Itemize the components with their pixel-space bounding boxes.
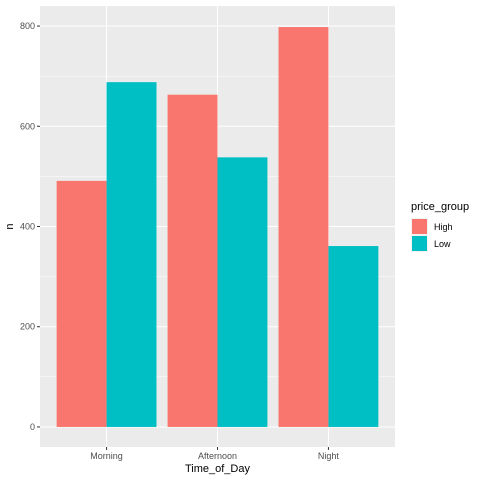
legend-title: price_group: [411, 201, 469, 213]
y-tick-label: 200: [20, 322, 35, 332]
x-axis-title: Time_of_Day: [185, 463, 251, 475]
y-tick-label: 0: [30, 422, 35, 432]
x-tick-label: Afternoon: [198, 451, 237, 461]
bar-low-morning: [106, 82, 157, 427]
legend-label-high: High: [434, 222, 453, 232]
x-axis: Morning Afternoon Night: [90, 447, 339, 461]
bar-high-afternoon: [167, 94, 218, 427]
legend-label-low: Low: [434, 239, 451, 249]
legend-key-low: [412, 236, 427, 251]
bar-low-night: [328, 246, 379, 427]
x-tick-label: Night: [318, 451, 340, 461]
y-tick-label: 600: [20, 121, 35, 131]
y-axis: 0 200 400 600 800: [20, 21, 40, 432]
bar-high-night: [278, 27, 329, 427]
bar-low-afternoon: [217, 157, 268, 427]
x-tick-label: Morning: [90, 451, 123, 461]
y-tick-label: 800: [20, 21, 35, 31]
legend-key-high: [412, 219, 427, 234]
bars: [56, 27, 379, 427]
legend: price_group High Low: [411, 201, 469, 252]
y-axis-title: n: [4, 223, 16, 229]
y-tick-label: 400: [20, 222, 35, 232]
bar-high-morning: [56, 180, 107, 427]
